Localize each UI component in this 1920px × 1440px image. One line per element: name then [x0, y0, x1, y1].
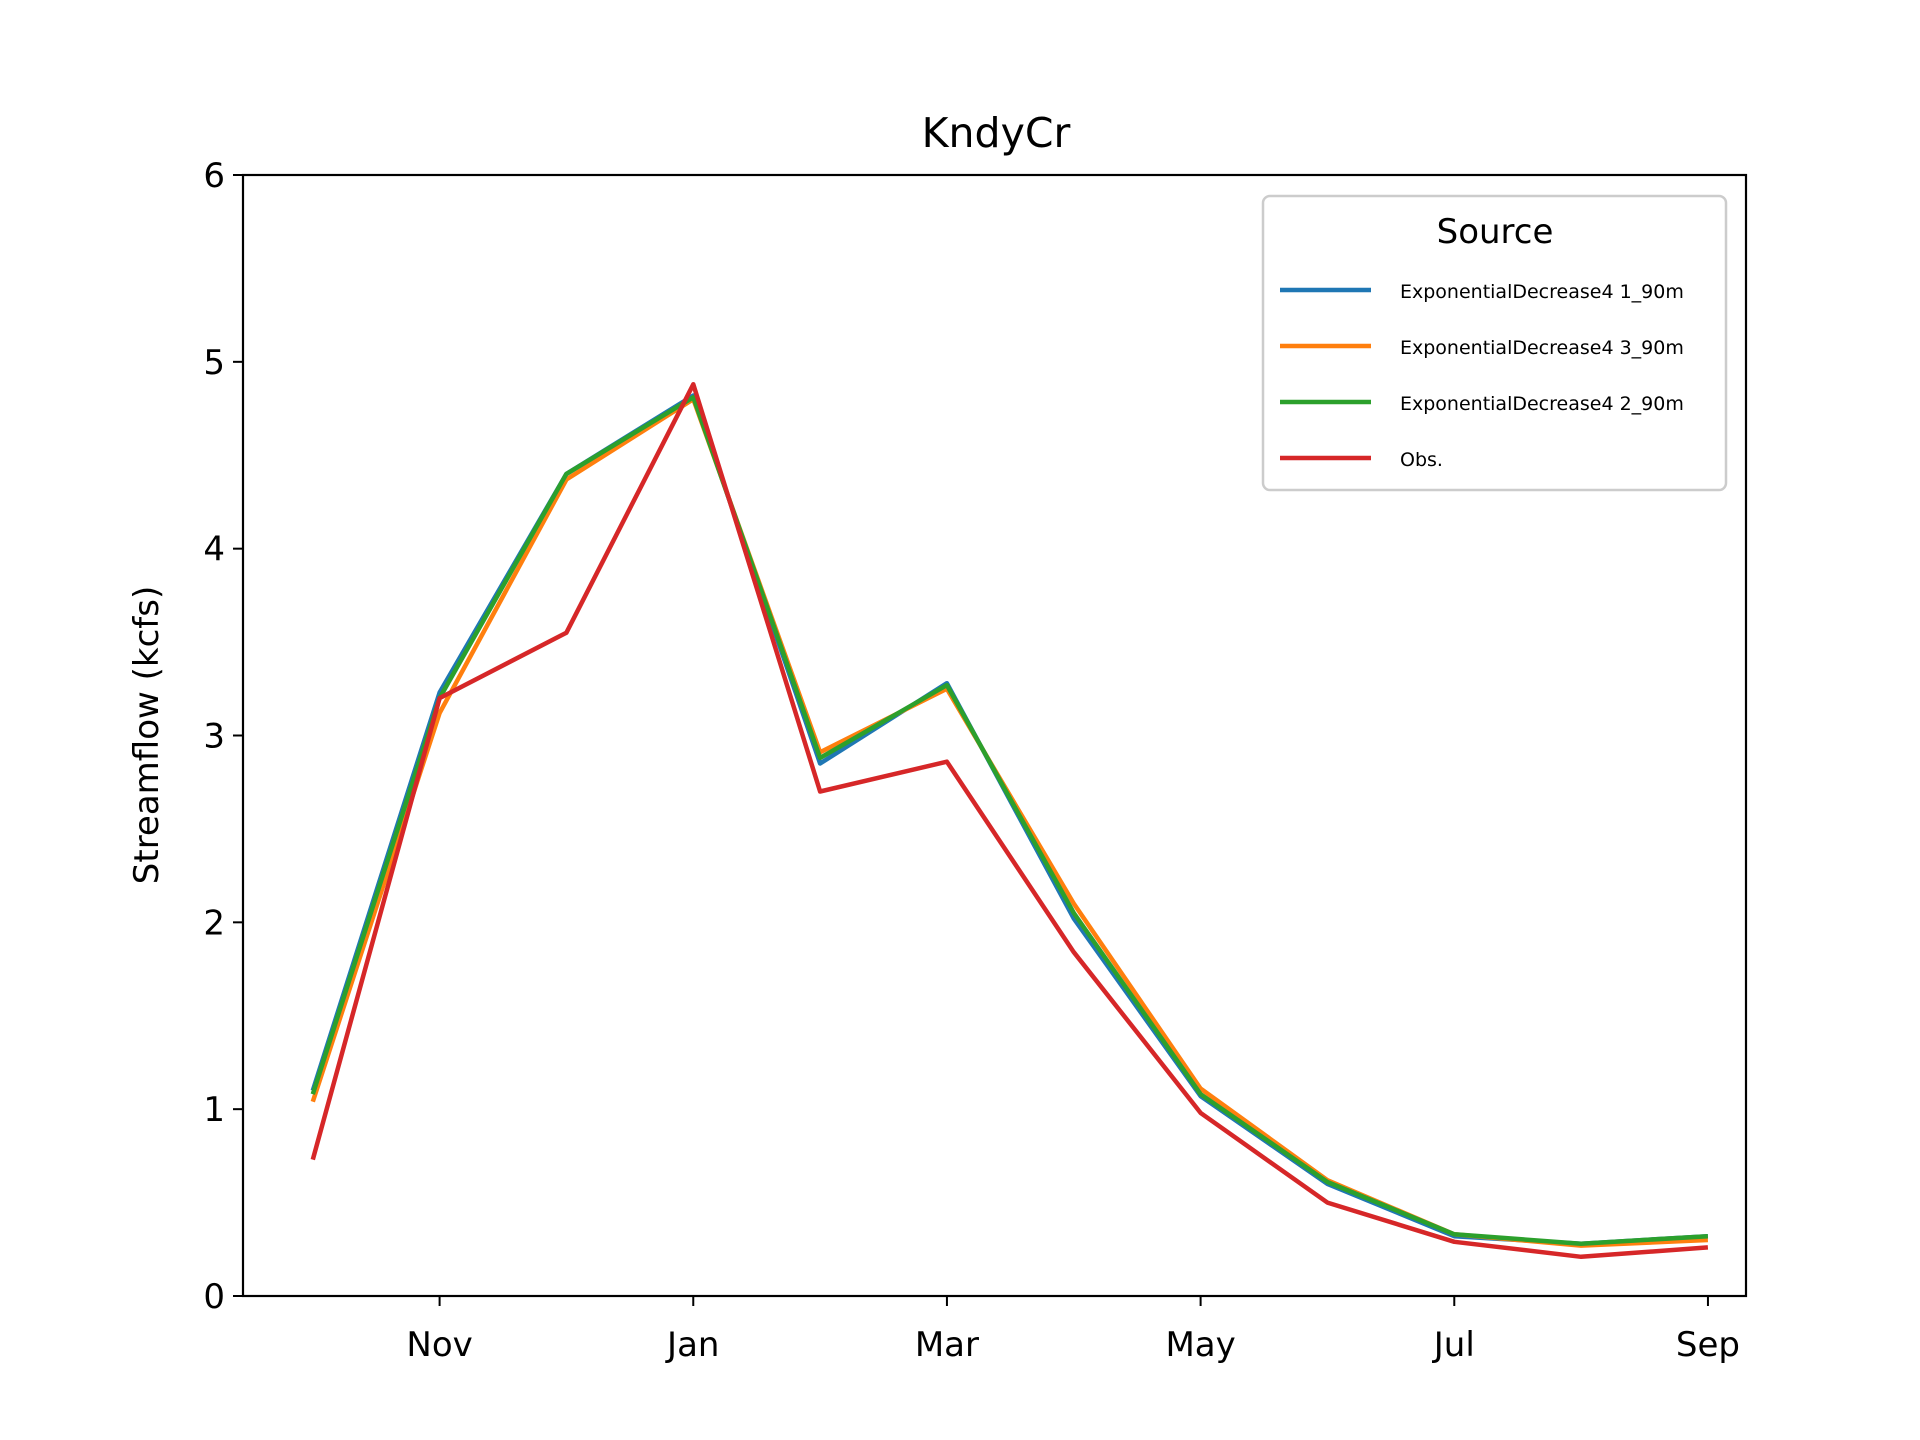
chart-title: KndyCr	[922, 109, 1071, 157]
x-tick-label: Nov	[406, 1325, 472, 1365]
y-tick-label: 6	[203, 156, 225, 196]
legend-label: Obs.	[1400, 449, 1443, 471]
legend-label: ExponentialDecrease4 2_90m	[1400, 393, 1684, 415]
x-tick-label: Jul	[1432, 1325, 1475, 1365]
y-tick-label: 1	[203, 1090, 225, 1130]
y-axis: 0 1 2 3 4 5 6	[203, 156, 243, 1317]
series-layer	[310, 382, 1709, 1260]
y-axis-label: Streamflow (kcfs)	[127, 586, 167, 884]
legend: Source ExponentialDecrease4 1_90m Exponent…	[1261, 194, 1728, 492]
y-tick-label: 0	[203, 1277, 225, 1317]
y-tick-label: 5	[203, 343, 225, 383]
legend-box	[1261, 194, 1728, 492]
legend-title: Source	[1437, 212, 1554, 252]
series-line-exponentialdecrease4-2-90m	[310, 395, 1709, 1246]
series-line-obs	[310, 382, 1709, 1260]
x-tick-label: Mar	[915, 1325, 979, 1365]
legend-label: ExponentialDecrease4 1_90m	[1400, 281, 1684, 303]
x-tick-label: Sep	[1676, 1325, 1740, 1365]
x-axis: Nov Jan Mar May Jul Sep	[406, 1296, 1740, 1365]
legend-label: ExponentialDecrease4 3_90m	[1400, 337, 1684, 359]
y-tick-label: 3	[203, 717, 225, 757]
y-tick-label: 2	[203, 903, 225, 943]
y-tick-label: 4	[203, 530, 225, 570]
x-tick-label: Jan	[665, 1325, 719, 1365]
x-tick-label: May	[1165, 1325, 1235, 1365]
